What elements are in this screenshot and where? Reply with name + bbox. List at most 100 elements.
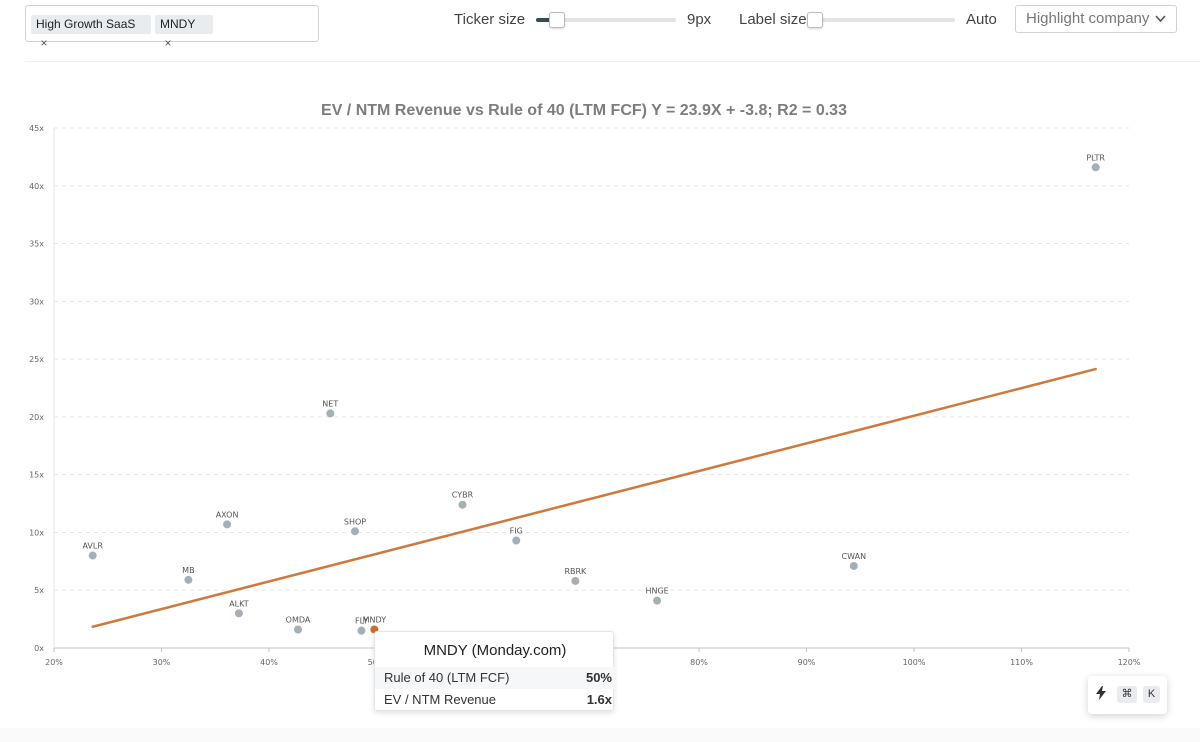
scatter-chart: EV / NTM Revenue vs Rule of 40 (LTM FCF)… [29,102,1141,667]
label-size-label: Label size [739,11,807,28]
data-point [849,561,858,570]
bolt-icon [1096,686,1106,703]
point-rbrk: RBRK [564,567,587,585]
point-label: FLY [355,617,368,626]
y-tick-label: 35x [29,240,44,249]
y-tick-label: 30x [29,297,44,306]
y-tick-label: 45x [29,124,44,133]
x-tick-label: 20% [45,658,63,667]
tooltip-key: Rule of 40 (LTM FCF) [384,670,510,685]
point-axon: AXON [216,510,239,529]
filter-tag-mndy: MNDY × [155,15,213,50]
footer-strip [0,728,1200,742]
slider-thumb[interactable] [549,12,565,28]
y-tick-label: 10x [29,528,44,537]
y-tick-label: 15x [29,471,44,480]
label-size-value: Auto [966,11,997,28]
y-axis: 0x 5x 10x 15x 20x 25x 30x 35x 40x 45x [29,124,44,653]
filter-tag-high-growth-saas: High Growth SaaS × [31,15,151,50]
point-label: OMDA [286,616,311,625]
data-point [326,409,335,418]
tooltip-title: MNDY (Monday.com) [423,642,567,659]
data-point [184,575,193,584]
point-hnge: HNGE [645,587,669,605]
y-tick-label: 25x [29,355,44,364]
slider-track [536,18,676,22]
point-label: AVLR [82,542,103,551]
data-point [458,500,467,509]
regression-line [91,367,1097,628]
slider-thumb[interactable] [807,12,823,28]
slider-fill [536,18,557,22]
data-point [351,527,359,536]
k-key: K [1143,686,1160,703]
point-omda: OMDA [286,616,311,634]
ticker-size-value: 9px [687,11,712,28]
point-label: MNDY [363,616,387,625]
point-fig: FIG [510,527,523,545]
x-tick-label: 90% [798,658,816,667]
point-label: AXON [216,510,239,519]
tooltip-value: 1.6x [586,692,612,707]
ticker-size-label: Ticker size [454,11,526,28]
point-label: HNGE [645,587,668,596]
data-point [294,625,303,634]
point-tooltip: MNDY (Monday.com) Rule of 40 (LTM FCF) 5… [374,631,615,711]
y-tick-label: 20x [29,413,44,422]
tooltip-row: Rule of 40 (LTM FCF) 50% [375,667,615,689]
point-cybr: CYBR [452,491,474,509]
y-tick-label: 40x [29,182,44,191]
x-tick-label: 80% [690,658,708,667]
tooltip-row: EV / NTM Revenue 1.6x [375,689,615,711]
filter-tag-label: MNDY [160,17,196,31]
filter-tag-label: High Growth SaaS [36,17,136,31]
slider-track [807,18,955,22]
point-label: ALKT [229,599,249,608]
point-label: RBRK [564,567,587,576]
point-label: MB [182,566,194,575]
toolbar-divider [25,61,1200,62]
x-tick-label: 100% [903,658,926,667]
point-mb: MB [182,566,195,584]
data-point [357,626,366,635]
trendline [91,367,1097,628]
command-palette-button[interactable]: ⌘ K [1088,676,1167,714]
grid-lines [53,127,1129,649]
x-tick-label: 30% [153,658,171,667]
highlight-company-select[interactable]: Highlight company [1015,5,1177,33]
point-label: CYBR [452,491,474,500]
point-label: CWAN [842,552,867,561]
data-point [1091,163,1100,172]
label-size-slider[interactable] [807,12,955,28]
tooltip-key: EV / NTM Revenue [384,692,496,707]
y-tick-label: 0x [34,644,44,653]
chevron-down-icon [1155,6,1166,41]
command-key: ⌘ [1117,686,1137,703]
point-shop: SHOP [344,517,366,536]
toolbar: High Growth SaaS × MNDY × Ticker size 9p… [0,0,1200,62]
company-filter-input[interactable]: High Growth SaaS × MNDY × [25,5,319,50]
point-avlr: AVLR [82,542,103,560]
x-tick-label: 40% [260,658,278,667]
data-point [234,609,243,618]
data-point [223,520,232,529]
data-point [512,536,521,545]
x-tick-label: 120% [1118,658,1141,667]
point-label: FIG [510,527,523,536]
point-label: NET [322,399,338,408]
remove-tag-icon[interactable]: × [164,36,172,50]
data-point [88,551,97,560]
ticker-size-slider[interactable] [536,12,676,28]
chart-title: EV / NTM Revenue vs Rule of 40 (LTM FCF)… [321,102,847,119]
highlight-company-placeholder: Highlight company [1026,10,1150,27]
point-label: SHOP [344,517,366,526]
x-tick-label: 110% [1010,658,1033,667]
point-net: NET [322,399,338,418]
data-point [653,596,662,605]
point-label: PLTR [1086,153,1105,162]
remove-tag-icon[interactable]: × [40,36,48,50]
point-fly: FLY [355,617,368,635]
point-alkt: ALKT [229,599,249,618]
point-pltr: PLTR [1086,153,1105,172]
